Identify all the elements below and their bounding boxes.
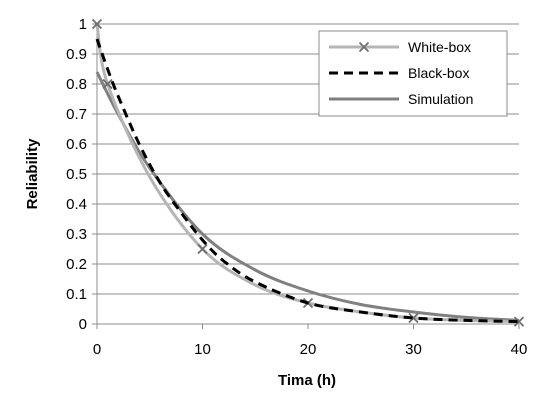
- data-point-white-box: [197, 243, 208, 255]
- data-point-white-box: [513, 316, 525, 327]
- y-tick-label: 0.9: [66, 46, 87, 63]
- data-point-white-box: [102, 78, 113, 90]
- y-tick-label: 0.3: [66, 226, 87, 243]
- legend: White-box Black-box Simulation: [318, 30, 508, 117]
- y-tick-label: 0.7: [66, 106, 87, 123]
- tick-labels: 00.10.20.30.40.50.60.70.80.910 10 20 30 40: [66, 16, 527, 358]
- y-tick-label: 0: [79, 316, 87, 333]
- x-axis-title: Tima (h): [278, 372, 336, 389]
- y-tick-label: 0.8: [66, 76, 87, 93]
- y-tick-label: 0.1: [66, 286, 87, 303]
- y-tick-label: 0.2: [66, 256, 87, 273]
- data-point-white-box: [408, 312, 419, 324]
- x-tick-label: 40: [511, 341, 528, 358]
- y-tick-label: 0.5: [66, 166, 87, 183]
- y-tick-label: 1: [79, 16, 87, 33]
- x-tick-label: 0: [93, 341, 101, 358]
- y-axis-title: Reliability: [24, 138, 41, 210]
- data-point-white-box: [91, 18, 103, 30]
- x-tick-label: 20: [300, 341, 317, 358]
- legend-label-simulation: Simulation: [408, 91, 473, 107]
- legend-marker-white-box: [358, 41, 370, 53]
- x-tick-label: 10: [194, 341, 211, 358]
- series-line-white-box: [95, 23, 520, 324]
- legend-label-white-box: White-box: [408, 39, 471, 55]
- series-line-simulation: [95, 71, 520, 322]
- series-lines: [91, 18, 525, 327]
- series-line-black-box: [95, 38, 520, 324]
- x-tick-label: 30: [405, 341, 422, 358]
- y-tick-label: 0.6: [66, 136, 87, 153]
- y-tick-label: 0.4: [66, 196, 87, 213]
- legend-label-black-box: Black-box: [408, 65, 469, 81]
